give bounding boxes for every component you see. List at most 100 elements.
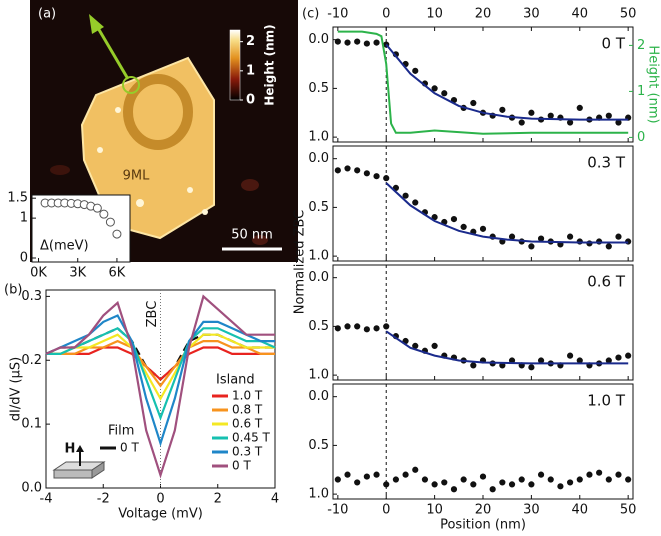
data-point	[422, 477, 427, 482]
data-point	[529, 244, 534, 249]
x-tick-label: 50	[620, 503, 637, 518]
data-point	[529, 482, 534, 487]
data-point	[597, 470, 602, 475]
image-annotation: 9ML	[123, 169, 150, 184]
data-point	[413, 200, 418, 205]
data-point	[616, 355, 621, 360]
data-point	[335, 326, 340, 331]
data-point	[461, 224, 466, 229]
x-tick-label: 10	[426, 7, 443, 22]
y-tick-label: 0.5	[308, 200, 329, 215]
y-tick-label: 0.0	[308, 389, 329, 404]
data-point	[442, 91, 447, 96]
data-point	[413, 343, 418, 348]
annotation: 1.0 T	[587, 392, 626, 410]
x-tick-label: 0K	[30, 266, 47, 281]
y-tick-label: 0.3	[21, 289, 42, 304]
data-point	[345, 40, 350, 45]
data-point	[500, 480, 505, 485]
data-point	[345, 472, 350, 477]
data-point	[355, 480, 360, 485]
y-tick-label: 0.5	[308, 438, 329, 453]
data-point	[413, 467, 418, 472]
legend-label: 0.45 T	[232, 431, 271, 445]
y-tick-label: 0.0	[308, 151, 329, 166]
data-point	[519, 120, 524, 125]
data-point	[558, 484, 563, 489]
shared-y-label: Normalized ZBC	[293, 210, 308, 315]
x-tick-label: 0	[156, 492, 164, 507]
data-point	[374, 326, 379, 331]
data-point	[490, 487, 495, 492]
data-point	[529, 365, 534, 370]
x-tick-label: 30	[523, 503, 540, 518]
data-point	[106, 218, 114, 226]
colorbar-tick-label: 2	[246, 34, 255, 49]
data-point	[606, 477, 611, 482]
x-tick-label: -10	[327, 503, 348, 518]
data-point	[364, 171, 369, 176]
data-point	[384, 176, 389, 181]
data-point	[355, 39, 360, 44]
data-point	[616, 120, 621, 125]
x-label: Voltage (mV)	[118, 507, 203, 522]
data-point	[345, 166, 350, 171]
y2-label: Height (nm)	[646, 45, 661, 123]
data-point	[509, 234, 514, 239]
x-tick-label: 0	[382, 7, 390, 22]
figure: 50 nm 9ML (a) Height (nm) (b) (c) Normal…	[0, 0, 661, 536]
x-tick-label: 3K	[69, 266, 86, 281]
data-point	[480, 226, 485, 231]
data-point	[364, 327, 369, 332]
data-point	[606, 244, 611, 249]
data-point	[374, 174, 379, 179]
panel-label: (a)	[38, 7, 56, 22]
data-point	[567, 120, 572, 125]
panel-label: (b)	[4, 283, 22, 298]
data-point	[548, 113, 553, 118]
annotation: 0.3 T	[587, 154, 626, 172]
data-point	[548, 477, 553, 482]
y-tick-label: 0.1	[21, 417, 42, 432]
series-line	[386, 183, 628, 243]
data-point	[606, 358, 611, 363]
series-line	[338, 32, 628, 134]
data-point	[567, 353, 572, 358]
data-point	[364, 474, 369, 479]
data-point	[538, 472, 543, 477]
data-point	[500, 107, 505, 112]
data-point	[384, 324, 389, 329]
data-point	[374, 40, 379, 45]
data-point	[567, 234, 572, 239]
data-point	[451, 216, 456, 221]
x-tick-label: 50	[620, 7, 637, 22]
y-tick-label: 1.0	[308, 368, 329, 383]
data-point	[451, 487, 456, 492]
data-point	[100, 210, 108, 218]
data-point	[626, 353, 631, 358]
x-tick-label: 40	[572, 503, 589, 518]
data-point	[374, 472, 379, 477]
x-tick-label: 40	[572, 7, 589, 22]
x-tick-label: 2	[214, 492, 222, 507]
y-tick-label: 0.0	[308, 270, 329, 285]
x-tick-label: 0	[382, 503, 390, 518]
x-tick-label: 20	[475, 7, 492, 22]
data-point	[432, 482, 437, 487]
data-point	[413, 68, 418, 73]
field-label: H	[65, 442, 76, 457]
series-line	[386, 331, 628, 363]
data-point	[471, 482, 476, 487]
x-tick-label: 4	[271, 492, 279, 507]
data-point	[93, 204, 101, 212]
legend-label: 1.0 T	[232, 389, 263, 403]
y-tick-label: 1.0	[308, 130, 329, 145]
data-point	[538, 236, 543, 241]
y2-tick-label: 0	[637, 130, 645, 145]
data-point	[577, 358, 582, 363]
x-tick-label: 20	[475, 503, 492, 518]
data-point	[509, 482, 514, 487]
data-point	[529, 110, 534, 115]
data-point	[577, 105, 582, 110]
x-tick-label: 10	[426, 503, 443, 518]
